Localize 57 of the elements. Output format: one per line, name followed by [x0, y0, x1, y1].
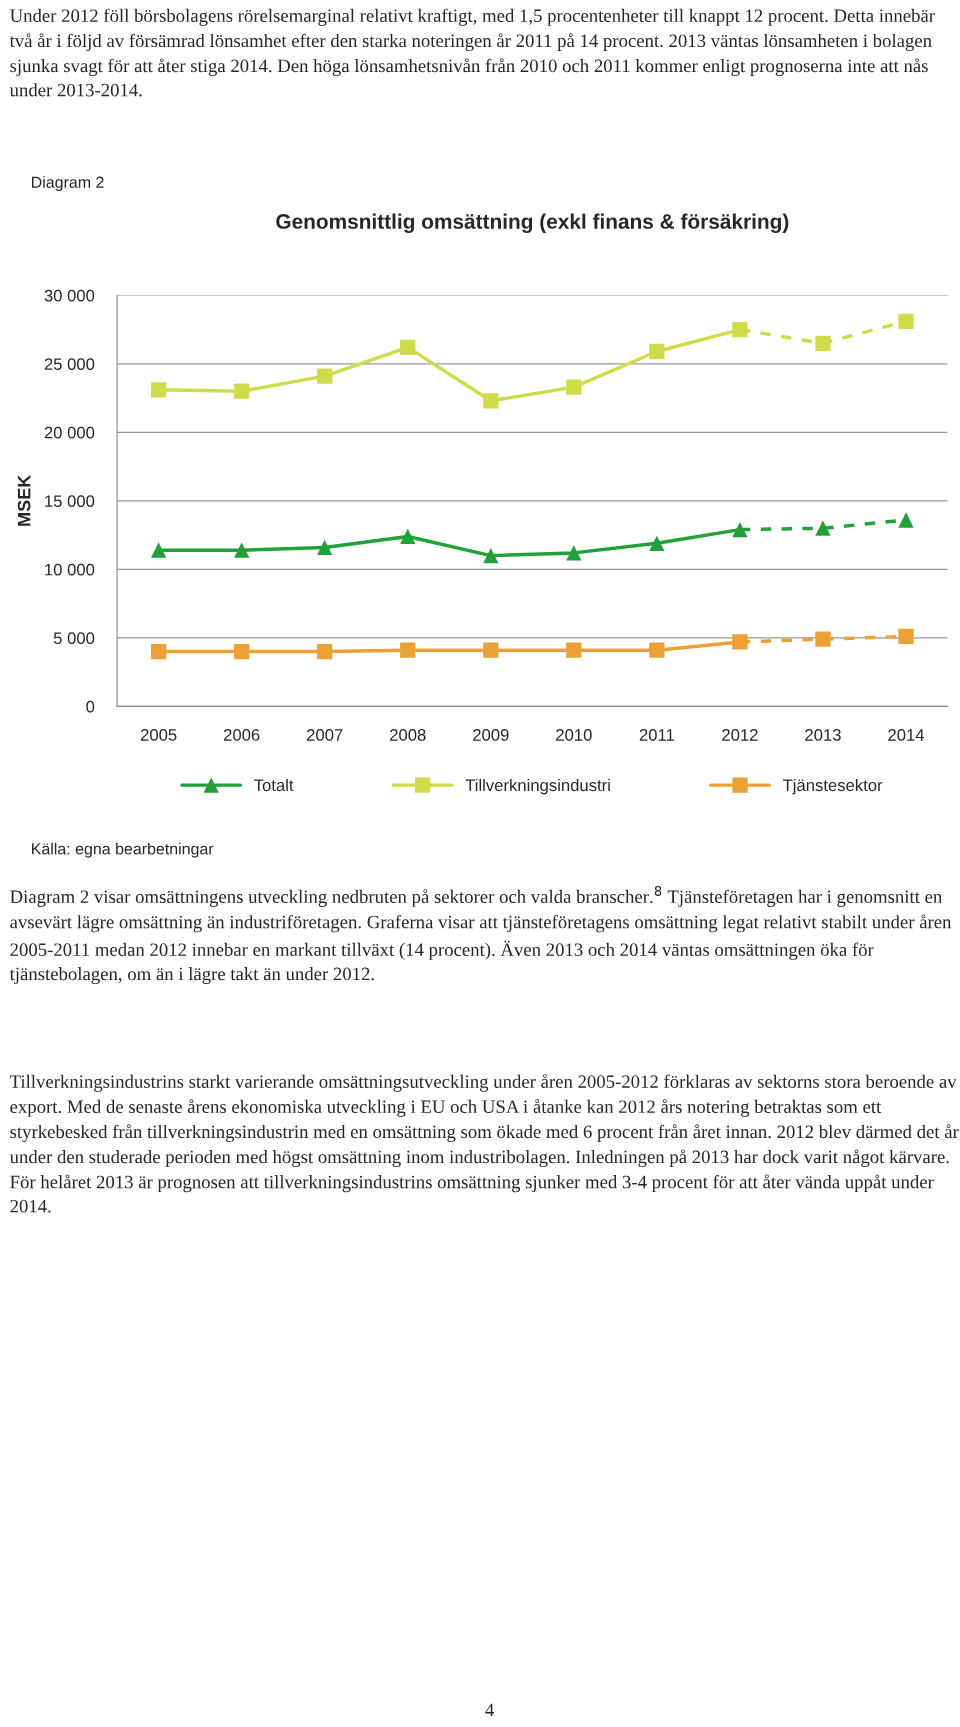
x-tick-label: 2006 — [223, 729, 260, 741]
x-tick-label: 2010 — [556, 729, 592, 741]
y-tick-label: 5 000 — [53, 632, 95, 645]
x-tick-label: 2007 — [307, 729, 343, 741]
point — [732, 321, 748, 338]
point — [483, 393, 499, 409]
y-tick-label: 10 000 — [45, 563, 95, 576]
text: Diagram 2 — [32, 176, 104, 192]
point — [566, 545, 582, 561]
point — [234, 542, 250, 558]
x-tick-label: 2011 — [639, 729, 674, 741]
x-tick-label: 2008 — [390, 729, 426, 741]
point — [483, 642, 499, 658]
legend-label: Totalt — [254, 778, 294, 792]
legend-label: Tillverkningsindustri — [465, 778, 610, 795]
text: Diagram 2 visar omsättningens utveckling nedbruten på sektorer och valda branscher.$^{8}$ Tjänsteföretagen har i genomsnitt en avsevärt lägre omsättning än industriföretagen. Graferna visar att tjänsteföretagens omsättning legat relativt stabilt under åren 2005-2011 medan 2012 innebar en markant tillväxt (14 procent). Även 2013 och 2014 väntas omsättningen öka för tjänstebolagen, om än i lägre takt än under 2012. — [9, 885, 952, 985]
text: Under 2012 föll börsbolagens rörelsemarginal relativt kraftigt, med 1,5 procentenheter till knappt 12 procent. Detta innebär två år i följd av försämrad lönsamhet efter den starka noteringen år 2011 på 14 procent. 2013 väntas lönsamheten i bolagen sjunka svagt för att åter stiga 2014. Den höga lönsamhetsnivån från 2010 och 2011 kommer enligt prognoserna inte att nås under 2013-2014. — [9, 8, 935, 97]
point — [815, 631, 831, 647]
point — [566, 642, 582, 658]
point — [400, 528, 416, 545]
point — [234, 643, 250, 660]
point — [649, 343, 665, 360]
x-tick-label: 2009 — [473, 729, 509, 741]
text: Källa: egna bearbetningar — [32, 842, 214, 858]
point — [317, 539, 333, 556]
point — [898, 512, 914, 528]
y-tick-label: 30 000 — [44, 289, 95, 302]
point — [649, 535, 665, 551]
x-tick-label: 2005 — [140, 729, 177, 741]
text: 4 — [485, 1703, 494, 1717]
point — [898, 313, 914, 329]
y-tick-label: 0 — [86, 700, 95, 713]
y-tick-label: 25 000 — [44, 358, 95, 371]
point — [898, 628, 914, 645]
point — [400, 642, 416, 658]
y-axis-title: MSEK — [17, 474, 31, 526]
legend-label: Tjänstesektor — [782, 778, 883, 795]
point — [566, 379, 582, 395]
point — [483, 547, 499, 564]
point — [234, 383, 250, 399]
x-tick-label: 2013 — [805, 729, 841, 741]
point — [400, 339, 416, 356]
point — [317, 643, 333, 660]
point — [151, 542, 167, 558]
point — [649, 642, 665, 658]
x-tick-label: 2012 — [722, 729, 758, 741]
text: Tillverkningsindustrins starkt varierande omsättningsutveckling under åren 2005-2012 förklaras av sektorns stora beroende av export. Med de senaste årens ekonomiska utveckling i EU och USA i åtanke kan 2012 års notering betraktas som ett styrkebesked från tillverkningsindustrin med en omsättning som ökade med 6 procent från året innan. 2012 blev därmed det år under den studerade perioden med högst omsättning inom industribolagen. Inledningen på 2013 har dock varit något kärvare. För helåret 2013 är prognosen att tillverkningsindustrins omsättning sjunker med 3-4 procent för att åter vända uppåt under 2014. — [9, 1074, 959, 1213]
point — [151, 643, 167, 660]
x-tick-label: 2014 — [888, 729, 925, 741]
point — [151, 382, 167, 398]
point — [815, 520, 831, 536]
y-tick-label: 20 000 — [44, 426, 95, 439]
y-tick-label: 15 000 — [45, 495, 95, 508]
point — [732, 634, 748, 650]
point — [815, 335, 831, 351]
chart-title: Genomsnittlig omsättning (exkl finans & försäkring) — [276, 213, 789, 234]
point — [317, 368, 333, 384]
